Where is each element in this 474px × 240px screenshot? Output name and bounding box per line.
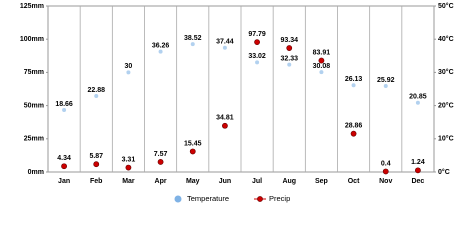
precip-point [286,45,293,51]
x-tick-label: Jan [58,178,70,185]
temperature-point [415,100,420,105]
data-label: 28.86 [345,123,363,130]
data-label: 33.02 [248,53,266,60]
precip-point [254,39,260,46]
data-label: 32.33 [280,56,298,63]
precip-point [382,168,389,175]
temperature-point [222,45,227,50]
legend-label: Temperature [187,194,229,203]
temperature-point [319,70,324,75]
data-label: 38.52 [184,35,202,42]
data-label: 4.34 [57,155,71,162]
data-label: 15.45 [184,140,202,147]
chart: 0mm 25mm 50mm 75mm 100mm 125mm 0°C 10°C 20°C 30°C… [20,2,454,203]
x-tick-label: Jun [219,178,231,185]
data-label: 20.85 [409,94,427,101]
x-tick-label: Oct [348,178,360,185]
data-label: 7.57 [154,151,168,158]
data-label: 22.88 [87,87,105,94]
data-label: 37.44 [216,39,234,46]
y2-tick-label: 30°C [438,68,454,76]
data-label: 30.08 [313,63,331,70]
data-label: 18.66 [55,101,73,108]
y-tick-label: 75mm [24,69,44,76]
precip-point [189,148,196,155]
data-label: 30 [125,63,133,70]
precip-point [125,164,132,171]
temperature-point [287,62,292,67]
legend-marker [174,195,182,203]
precip-point [61,163,67,170]
y2-tick-label: 50°C [438,2,454,10]
data-label: 5.87 [89,153,103,160]
y2-tick-label: 20°C [438,101,454,109]
data-label: 3.31 [122,156,136,163]
y-tick-label: 100mm [20,36,44,43]
x-tick-label: Apr [155,178,167,185]
legend-marker [257,196,263,202]
temperature-point [158,49,163,54]
x-tick-label: Dec [411,178,424,185]
temperature-point [383,83,388,88]
data-label: 93.34 [280,37,298,44]
precip-point [415,167,421,174]
x-tick-label: Jul [252,178,262,185]
data-label: 36.26 [152,42,170,49]
precip-point [318,57,325,64]
data-label: 97.79 [248,31,266,38]
x-tick-label: Feb [90,178,102,185]
x-tick-label: Sep [315,178,328,185]
precip-point [350,130,357,137]
precip-point [222,122,228,129]
temperature-point [126,70,131,75]
temperature-point [62,108,67,113]
precip-point [93,161,100,168]
data-label: 25.92 [377,77,395,84]
legend-label: Precip [269,194,290,203]
temperature-point [351,83,356,88]
x-tick-label: Mar [122,178,135,185]
data-label: 1.24 [411,159,425,166]
data-label: 83.91 [313,49,331,56]
y-tick-label: 25mm [24,136,44,143]
y2-tick-label: 0°C [438,168,450,176]
data-label: 26.13 [345,76,363,83]
data-label: 34.81 [216,115,234,122]
x-tick-label: May [186,178,200,185]
y2-tick-label: 40°C [438,35,454,43]
y-tick-label: 50mm [24,102,44,109]
precip-point [157,159,164,165]
y-tick-label: 125mm [20,3,44,10]
temperature-point [190,42,195,47]
x-tick-label: Nov [379,178,392,185]
temperature-point [94,94,99,99]
y2-tick-label: 10°C [438,135,454,143]
data-label: 0.4 [381,160,391,167]
temperature-point [255,60,260,65]
y-tick-label: 0mm [28,169,44,176]
x-tick-label: Aug [282,178,296,185]
